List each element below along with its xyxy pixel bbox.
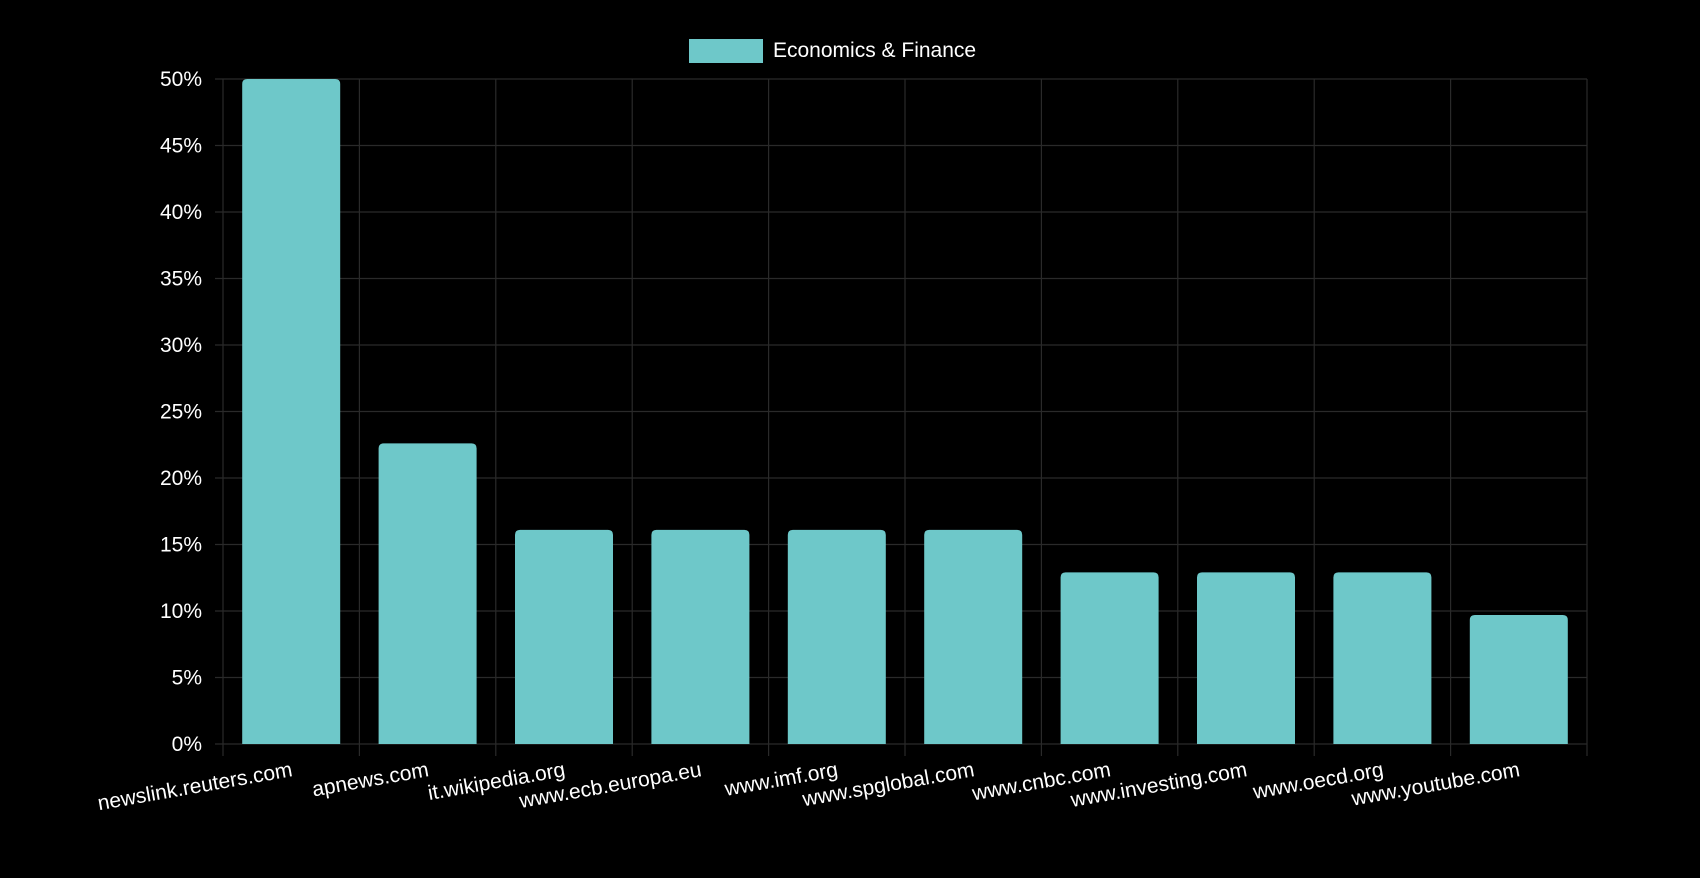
legend-swatch <box>689 39 763 63</box>
bar <box>242 79 341 744</box>
bar <box>787 529 886 744</box>
y-tick-label: 50% <box>160 68 202 91</box>
bar <box>1197 572 1295 744</box>
bar <box>1060 572 1159 744</box>
bar <box>1469 614 1568 744</box>
y-tick-label: 35% <box>160 268 202 291</box>
y-tick-label: 40% <box>160 201 202 224</box>
bar <box>1333 572 1432 744</box>
bar <box>515 529 613 744</box>
bar <box>378 443 477 744</box>
y-tick-label: 30% <box>160 334 202 357</box>
y-tick-label: 5% <box>172 667 202 690</box>
y-tick-label: 15% <box>160 534 202 557</box>
legend[interactable]: Economics & Finance <box>689 38 976 64</box>
y-tick-label: 10% <box>160 600 202 623</box>
y-tick-label: 45% <box>160 135 202 158</box>
legend-label: Economics & Finance <box>773 39 977 62</box>
y-tick-label: 25% <box>160 401 202 424</box>
y-tick-label: 0% <box>172 733 202 756</box>
bar <box>924 529 1023 744</box>
bar <box>651 529 750 744</box>
y-tick-label: 20% <box>160 467 202 490</box>
x-tick-label: newslink.reuters.com <box>96 758 294 815</box>
x-tick-label: apnews.com <box>310 758 430 801</box>
